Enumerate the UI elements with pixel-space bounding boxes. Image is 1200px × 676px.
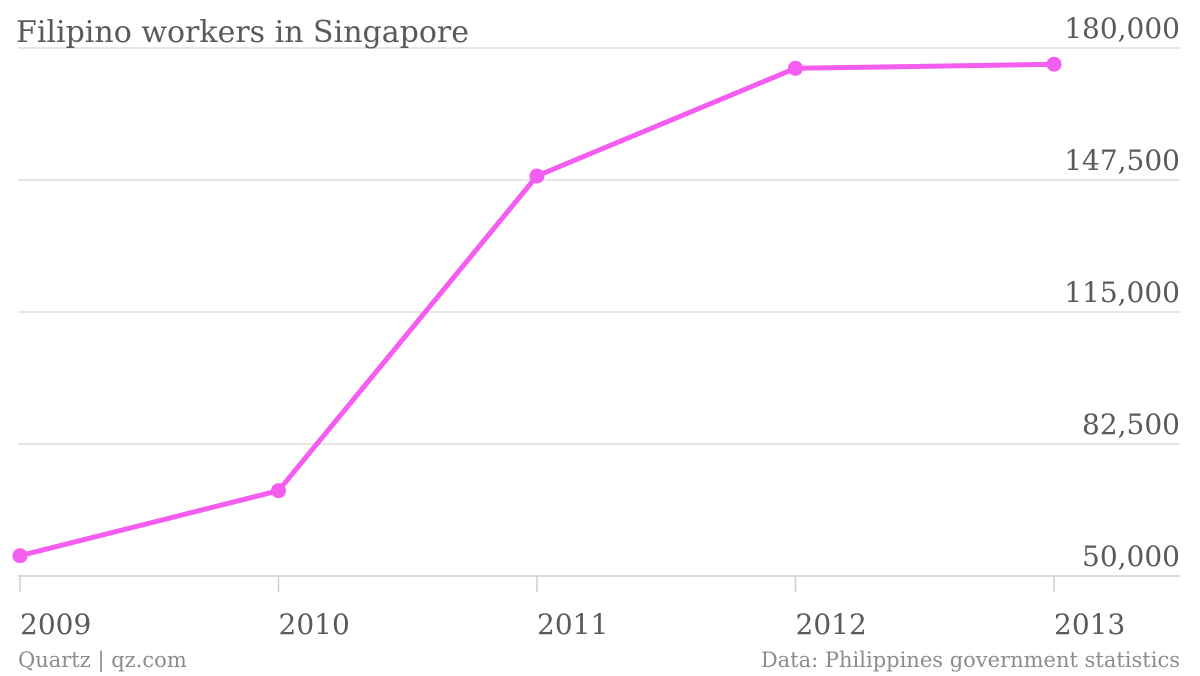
y-tick-label: 115,000 bbox=[1064, 276, 1180, 309]
x-tick-label: 2011 bbox=[537, 608, 608, 641]
x-tick-label: 2010 bbox=[279, 608, 350, 641]
data-point[interactable] bbox=[12, 548, 28, 564]
data-point[interactable] bbox=[788, 60, 803, 76]
data-point[interactable] bbox=[529, 168, 545, 184]
source-left: Quartz | qz.com bbox=[18, 648, 187, 673]
data-point[interactable] bbox=[271, 483, 286, 499]
series-line bbox=[17, 61, 1057, 559]
y-tick-label: 82,500 bbox=[1082, 408, 1180, 441]
y-tick-label: 50,000 bbox=[1082, 540, 1180, 573]
x-tick-label: 2009 bbox=[20, 608, 91, 641]
x-tick-label: 2013 bbox=[1054, 608, 1125, 641]
source-right: Data: Philippines government statistics bbox=[761, 648, 1180, 672]
y-tick-label: 147,500 bbox=[1064, 144, 1180, 177]
x-axis-ticks: 2009 2010 2011 2012 2013 bbox=[19, 576, 1125, 641]
x-tick-label: 2012 bbox=[796, 608, 867, 641]
y-tick-label: 180,000 bbox=[1064, 12, 1180, 45]
chart-title: Filipino workers in Singapore bbox=[16, 15, 469, 50]
gridlines bbox=[18, 47, 1180, 577]
data-point[interactable] bbox=[1046, 56, 1062, 72]
series-layer bbox=[12, 56, 1062, 564]
y-axis-ticks: 50,000 82,500 115,000 147,500 180,000 bbox=[1064, 12, 1180, 573]
